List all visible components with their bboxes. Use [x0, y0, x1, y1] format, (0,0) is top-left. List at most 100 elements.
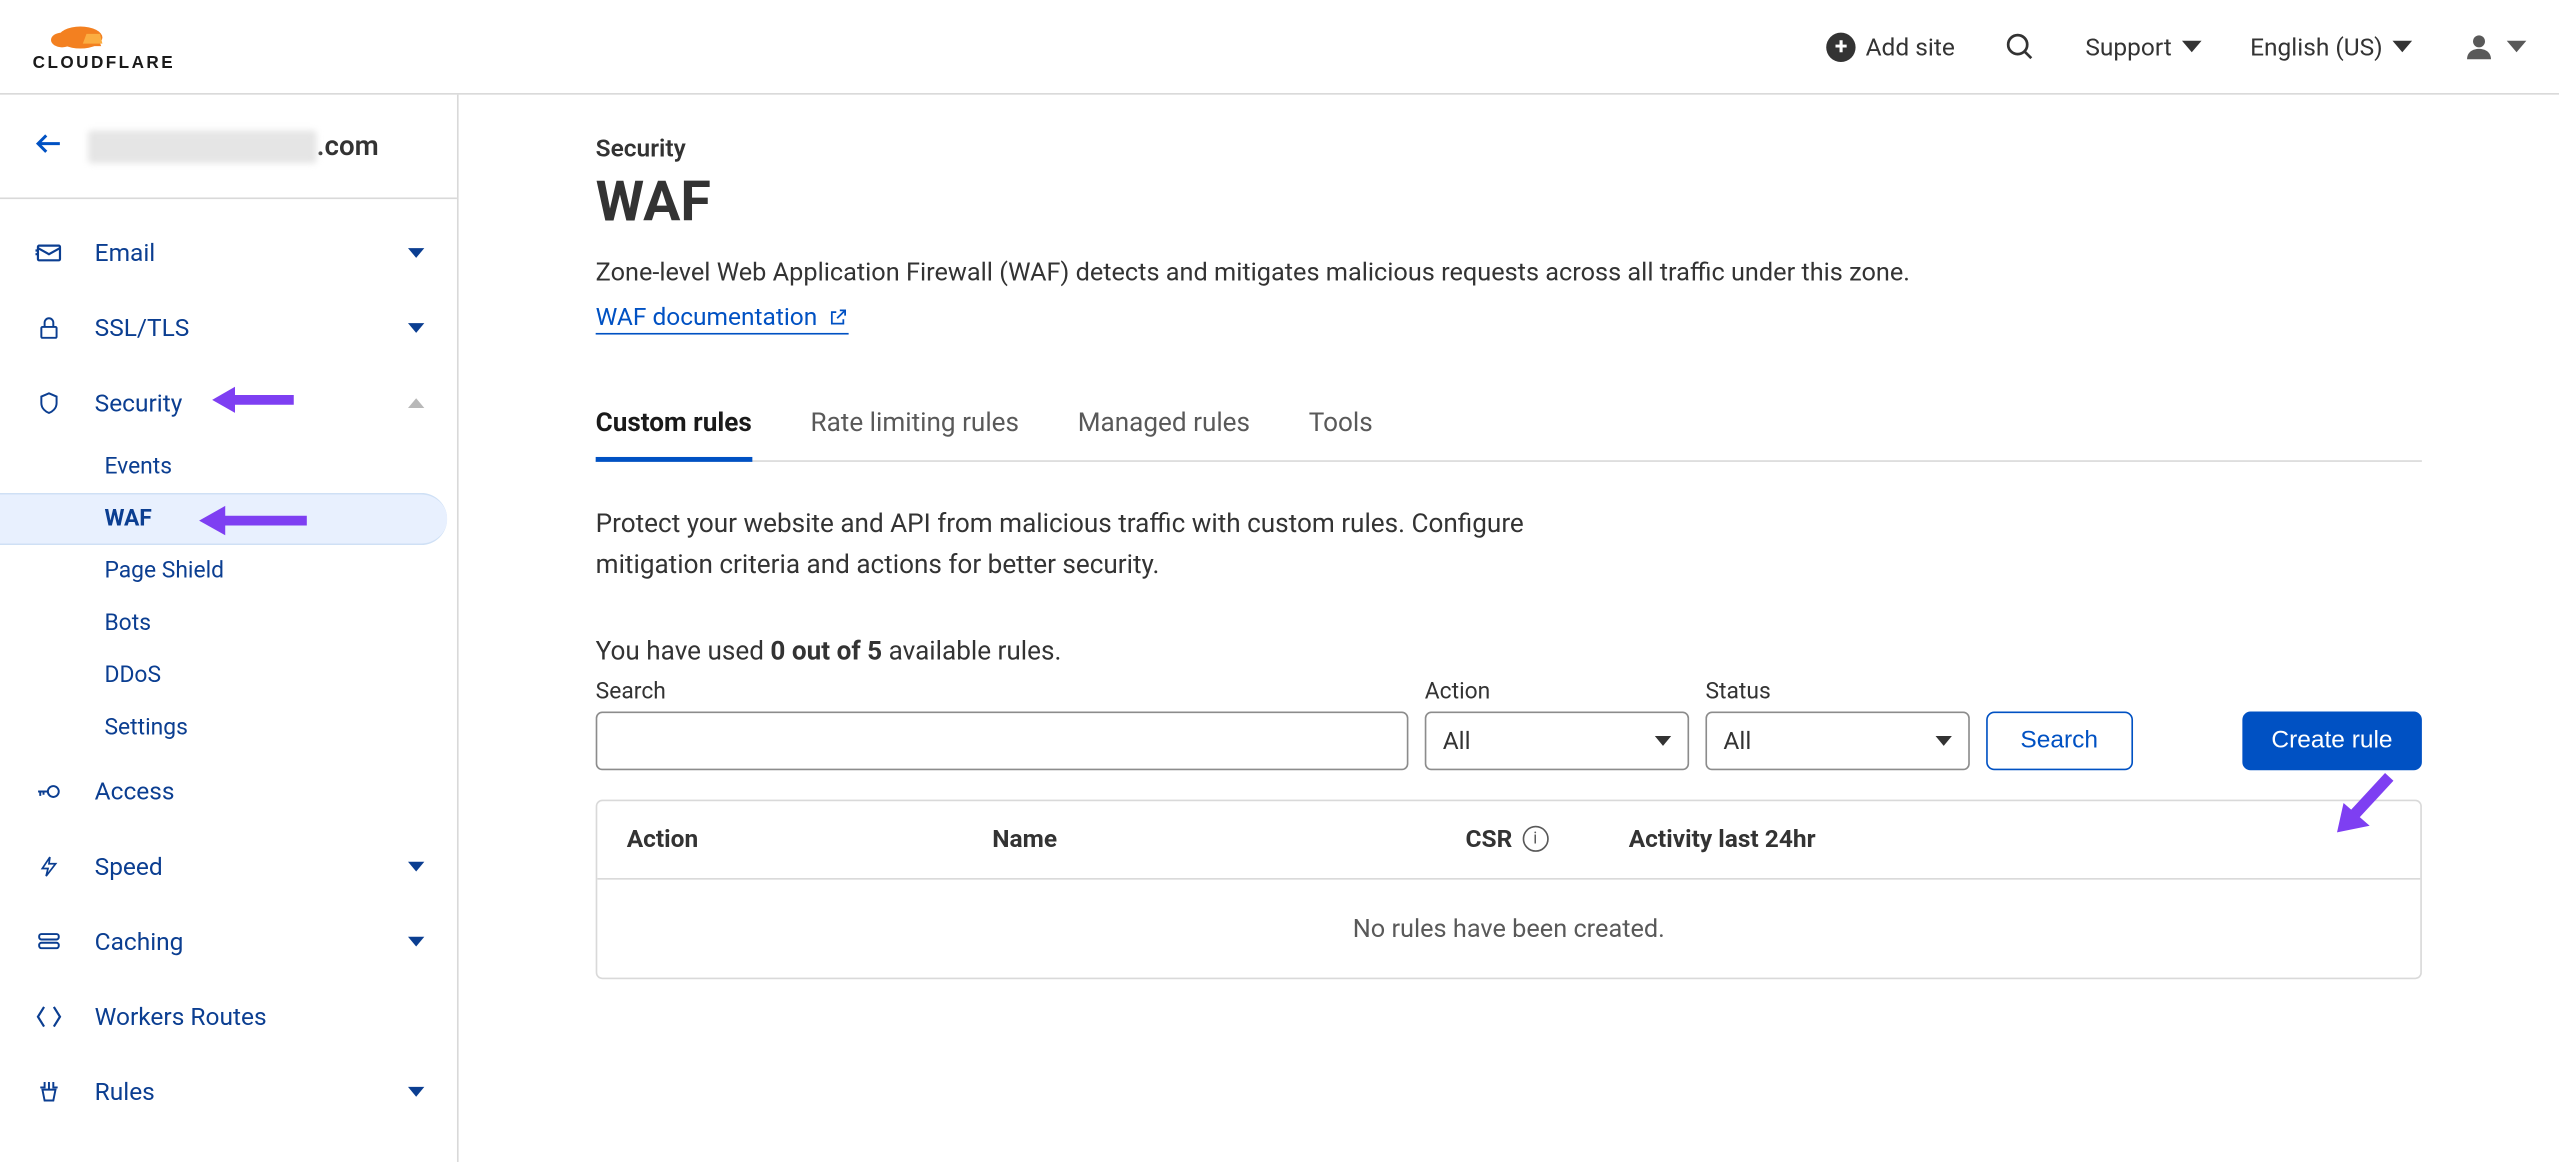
- table-empty-message: No rules have been created.: [597, 879, 2420, 977]
- sidebar-item-label: Speed: [95, 852, 379, 881]
- search-button[interactable]: Search: [1986, 711, 2132, 770]
- sidebar-subitem-page-shield[interactable]: Page Shield: [0, 545, 457, 597]
- external-link-icon: [827, 306, 848, 327]
- lock-icon: [33, 313, 66, 342]
- shield-icon: [33, 388, 66, 417]
- workers-icon: [33, 1002, 66, 1031]
- column-header-activity: Activity last 24hr: [1629, 825, 2391, 854]
- sidebar-item-rules[interactable]: Rules: [0, 1054, 457, 1129]
- page-description: Zone-level Web Application Firewall (WAF…: [596, 255, 2422, 293]
- sidebar-subitem-waf[interactable]: WAF: [0, 493, 447, 545]
- tab-custom-rules[interactable]: Custom rules: [596, 390, 752, 462]
- add-site-button[interactable]: + Add site: [1826, 32, 1954, 61]
- column-header-csr: CSR i: [1466, 825, 1629, 854]
- status-select[interactable]: All: [1705, 711, 1969, 770]
- sidebar-item-label: Rules: [95, 1077, 379, 1106]
- search-input[interactable]: [596, 711, 1409, 770]
- annotation-arrow: [196, 501, 310, 540]
- status-label: Status: [1705, 679, 1969, 705]
- sidebar-item-access[interactable]: Access: [0, 754, 457, 829]
- main-content: Security WAF Zone-level Web Application …: [459, 95, 2559, 1162]
- tab-label: Custom rules: [596, 407, 752, 438]
- sidebar-item-label: Workers Routes: [95, 1002, 425, 1031]
- language-label: English (US): [2250, 32, 2383, 61]
- chevron-down-icon: [408, 323, 424, 333]
- create-rule-button[interactable]: Create rule: [2242, 711, 2422, 770]
- chevron-down-icon: [2182, 41, 2202, 52]
- sidebar-item-label: Access: [95, 777, 425, 806]
- svg-text:CLOUDFLARE: CLOUDFLARE: [33, 51, 175, 71]
- tab-label: Managed rules: [1078, 407, 1250, 438]
- filter-bar: Search Action All Status All: [596, 679, 2422, 770]
- sidebar-item-email[interactable]: Email: [0, 215, 457, 290]
- sidebar-subitem-events[interactable]: Events: [0, 441, 457, 493]
- person-icon: [2461, 29, 2497, 65]
- sidebar-item-speed[interactable]: Speed: [0, 829, 457, 904]
- account-menu[interactable]: [2461, 29, 2526, 65]
- table-header: Action Name CSR i Activity last 24hr: [597, 801, 2420, 879]
- doc-link-label: WAF documentation: [596, 302, 818, 331]
- sidebar-item-label: Caching: [95, 927, 379, 956]
- language-menu[interactable]: English (US): [2250, 32, 2412, 61]
- sidebar: .com Email SSL/TLS Security: [0, 95, 459, 1162]
- bolt-icon: [33, 852, 66, 881]
- action-select[interactable]: All: [1425, 711, 1689, 770]
- select-value: All: [1723, 726, 1751, 755]
- chevron-down-icon: [408, 1087, 424, 1097]
- annotation-arrow: [209, 382, 297, 418]
- action-label: Action: [1425, 679, 1689, 705]
- chevron-down-icon: [2393, 41, 2413, 52]
- column-header-name: Name: [992, 825, 1465, 854]
- rules-table: Action Name CSR i Activity last 24hr No …: [596, 799, 2422, 979]
- tab-tools[interactable]: Tools: [1309, 390, 1373, 460]
- annotation-arrow: [2321, 767, 2403, 855]
- tab-managed-rules[interactable]: Managed rules: [1078, 390, 1250, 460]
- add-site-label: Add site: [1866, 32, 1955, 61]
- sidebar-item-workers-routes[interactable]: Workers Routes: [0, 979, 457, 1054]
- tab-label: Tools: [1309, 407, 1373, 438]
- column-header-action: Action: [627, 825, 993, 854]
- sidebar-subitem-settings[interactable]: Settings: [0, 702, 457, 754]
- search-icon: [2004, 30, 2037, 63]
- rules-icon: [33, 1077, 66, 1106]
- sidebar-item-label: SSL/TLS: [95, 313, 379, 342]
- sidebar-item-label: Page Shield: [104, 558, 224, 584]
- arrow-left-icon: [33, 126, 66, 159]
- search-button[interactable]: [2004, 30, 2037, 63]
- sidebar-item-label: Settings: [104, 715, 187, 741]
- tab-rate-limiting[interactable]: Rate limiting rules: [811, 390, 1019, 460]
- chevron-down-icon: [408, 937, 424, 947]
- waf-documentation-link[interactable]: WAF documentation: [596, 302, 849, 335]
- page-title: WAF: [596, 170, 2422, 235]
- chevron-down-icon: [1655, 736, 1671, 746]
- cloudflare-logo[interactable]: CLOUDFLARE: [33, 12, 229, 81]
- search-label: Search: [596, 679, 1409, 705]
- tabs: Custom rules Rate limiting rules Managed…: [596, 390, 2422, 462]
- sidebar-subitem-ddos[interactable]: DDoS: [0, 650, 457, 702]
- plus-circle-icon: +: [1826, 32, 1855, 61]
- tab-label: Rate limiting rules: [811, 407, 1019, 438]
- sidebar-item-caching[interactable]: Caching: [0, 904, 457, 979]
- select-value: All: [1443, 726, 1471, 755]
- chevron-down-icon: [2507, 41, 2527, 52]
- top-header: CLOUDFLARE + Add site Support English (U…: [0, 0, 2559, 95]
- site-header: .com: [0, 95, 457, 199]
- tab-description: Protect your website and API from malici…: [596, 505, 1640, 586]
- support-menu[interactable]: Support: [2085, 32, 2201, 61]
- sidebar-item-label: DDoS: [104, 663, 161, 689]
- back-button[interactable]: [33, 126, 66, 165]
- chevron-up-icon: [408, 398, 424, 408]
- chevron-down-icon: [408, 248, 424, 258]
- breadcrumb: Security: [596, 134, 2422, 163]
- support-label: Support: [2085, 32, 2171, 61]
- sidebar-item-label: WAF: [104, 506, 151, 532]
- sidebar-item-label: Events: [104, 454, 172, 480]
- sidebar-subitem-bots[interactable]: Bots: [0, 597, 457, 649]
- email-icon: [33, 238, 66, 267]
- rules-usage: You have used 0 out of 5 available rules…: [596, 635, 2422, 666]
- sidebar-item-security[interactable]: Security: [0, 366, 457, 441]
- sidebar-item-label: Bots: [104, 610, 151, 636]
- chevron-down-icon: [1936, 736, 1952, 746]
- info-icon[interactable]: i: [1522, 826, 1548, 852]
- sidebar-item-ssl-tls[interactable]: SSL/TLS: [0, 290, 457, 365]
